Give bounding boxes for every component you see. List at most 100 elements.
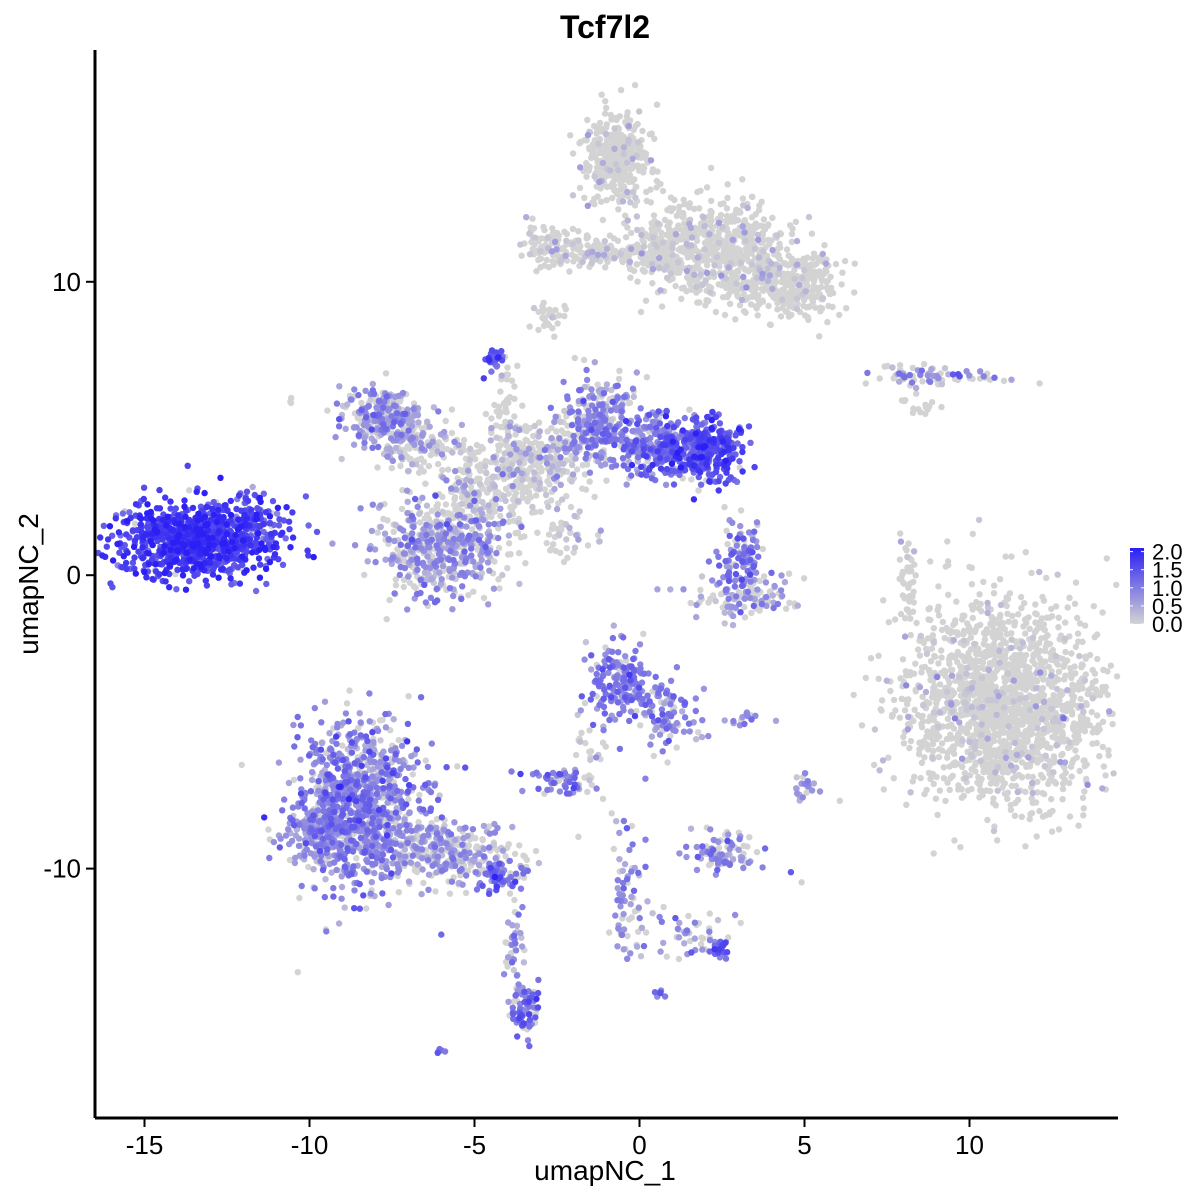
cell-point [1013,721,1021,728]
cell-point [969,614,976,622]
cell-point [890,775,897,782]
cell-point [793,774,800,781]
cell-point [1005,618,1012,625]
cell-point [497,512,504,520]
cell-point [1105,747,1112,754]
cell-point [944,715,952,722]
cell-point [901,595,908,602]
cell-point [1027,731,1034,738]
cell-point [914,646,922,653]
cell-point [571,354,578,362]
cell-point [918,759,926,766]
cell-point [588,154,595,162]
cell-point [1076,767,1083,775]
cell-point [911,706,918,713]
cell-point [746,834,753,841]
cell-point [935,583,942,590]
cell-point [1107,662,1115,669]
cell-point [538,465,545,473]
cell-point [536,255,544,263]
cell-point [354,414,361,422]
cell-point [439,493,446,501]
cell-point [897,675,904,682]
cell-point [238,761,245,769]
cell-point [1012,782,1020,790]
cell-point [785,570,793,577]
cell-point [942,797,949,805]
cell-point [723,212,731,220]
cell-point [1028,809,1036,817]
cell-point [1020,600,1028,607]
cell-point [420,879,427,887]
cell-point [1051,679,1058,686]
cell-point [737,507,745,514]
cell-point [923,740,930,747]
cell-point [511,383,518,390]
cell-point [586,163,593,170]
cell-point [697,941,705,948]
cell-point [686,406,693,413]
cell-point [526,323,533,330]
cell-point [514,362,521,369]
cell-point [739,195,747,202]
cell-point [1069,681,1076,688]
cell-point [1018,813,1025,820]
cell-point [694,261,701,268]
cell-point [537,248,544,255]
cell-point [639,127,646,135]
cell-point [783,246,791,253]
cell-point [748,193,756,200]
cell-point [634,278,641,285]
cell-point [561,312,568,320]
cell-point [1052,603,1060,610]
cell-point [622,212,629,219]
cell-point [1070,756,1077,764]
cell-point [591,493,598,501]
cell-point [1034,725,1041,732]
cell-point [697,586,704,594]
cell-point [1054,571,1061,578]
cell-point [1026,815,1033,823]
cell-point [980,768,987,776]
cell-point [1002,748,1009,756]
cell-point [627,274,634,281]
cell-point [1032,601,1039,608]
cell-point [594,381,601,388]
cell-point [938,740,946,747]
cell-point [926,605,933,612]
cell-point [522,560,529,567]
cell-point [296,894,303,902]
cell-point [649,280,656,287]
cell-point [450,501,458,509]
cell-point [1074,630,1082,637]
cell-point [964,664,971,672]
cell-point [497,442,504,449]
cell-point [1089,679,1097,686]
cell-point [901,707,909,714]
cell-point [1037,660,1045,668]
cell-point [476,480,484,488]
cell-point [621,169,629,176]
cell-point [1008,636,1015,643]
cell-point [569,192,577,199]
cell-point [541,486,548,493]
cell-point [918,720,925,728]
cell-point [1047,744,1054,752]
cell-point [903,606,910,613]
cell-point [1022,694,1029,702]
cell-point [535,419,543,426]
cell-point [654,220,662,227]
cell-point [603,477,610,484]
cell-point [1046,809,1054,816]
cell-point [999,624,1006,631]
cell-point [507,504,514,511]
cell-point [392,582,400,589]
cell-point [910,578,917,585]
cell-point [404,443,411,450]
cell-point [858,722,866,729]
cell-point [529,503,536,511]
cell-point [924,728,931,735]
cell-point [552,306,559,314]
cell-point [821,242,828,249]
cell-point [1089,695,1096,702]
